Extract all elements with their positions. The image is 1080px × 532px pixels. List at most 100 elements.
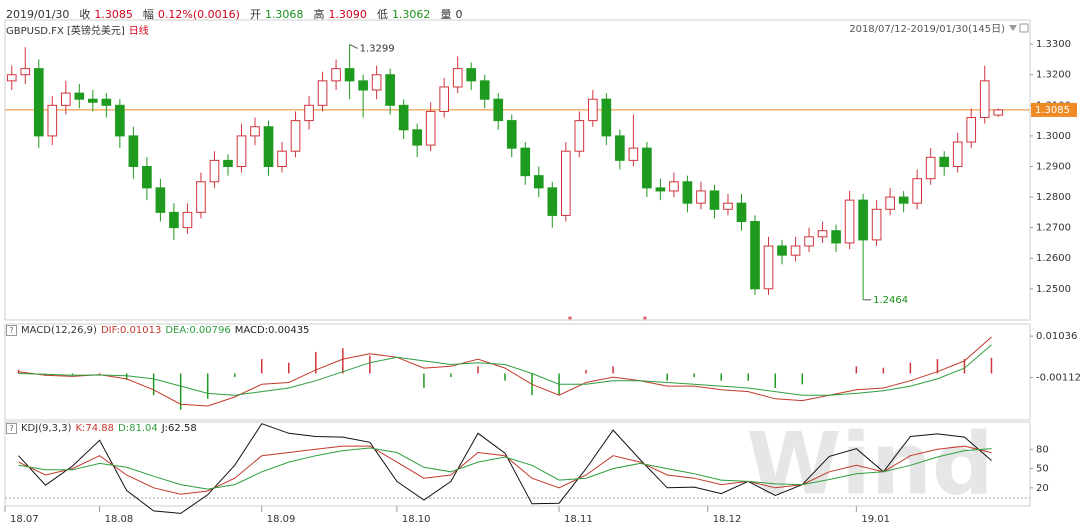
header-value: 0	[455, 7, 463, 21]
candle-body	[925, 156, 936, 180]
candle-body	[385, 74, 395, 106]
macd-legend: ? MACD(12,26,9) DIF:0.01013 DEA:0.00796 …	[6, 325, 309, 336]
header-label: 开	[249, 8, 261, 21]
k-line	[18, 445, 992, 495]
candle-body	[236, 135, 247, 167]
candle-body	[912, 178, 922, 204]
symbol: GBPUSD.FX [英镑兑美元]	[6, 26, 125, 37]
annotation-label: 1.3299	[360, 43, 395, 54]
y-tick-label: 80	[1036, 444, 1049, 455]
candle-body	[196, 181, 206, 213]
candle-body	[290, 120, 301, 152]
candle-body	[250, 126, 260, 137]
main-panel	[4, 19, 1031, 321]
dif-label: DIF:0.01013	[100, 325, 162, 336]
candle-body	[155, 187, 166, 213]
macd-value-label: MACD:0.00435	[234, 325, 310, 336]
candle-body	[371, 74, 382, 91]
candle-body	[547, 187, 558, 216]
candle-body	[939, 156, 950, 167]
candle-body	[493, 98, 504, 122]
candle-body	[344, 68, 355, 82]
dropdown-icon	[1009, 25, 1017, 31]
x-tick-label: 18.09	[267, 514, 296, 525]
candle-body	[169, 211, 179, 229]
candle-body	[898, 196, 909, 204]
candle-body	[993, 109, 1004, 116]
help-icon: ?	[6, 325, 17, 336]
candle-body	[790, 245, 801, 256]
header-label: 低	[376, 8, 388, 21]
header-value: 0.12%(0.0016)	[157, 7, 240, 21]
candle-body	[209, 159, 220, 183]
candle-body	[777, 245, 787, 256]
candle-body	[952, 141, 963, 167]
candle-body	[506, 120, 517, 149]
candle-body	[682, 181, 693, 204]
x-tick-label: 18.11	[564, 514, 593, 525]
header-label: 量	[440, 8, 452, 21]
candle-body	[142, 165, 152, 189]
candle-body	[74, 92, 85, 100]
macd-panel	[4, 323, 1031, 421]
candle-body	[966, 117, 977, 143]
candle-body	[642, 147, 652, 189]
header-label: 收	[79, 8, 91, 21]
candle-body	[736, 202, 747, 223]
range-label: 2018/07/12-2019/01/30(145日)	[849, 24, 1005, 35]
candle-body	[804, 236, 814, 247]
candle-body	[466, 68, 477, 82]
period: 日线	[128, 26, 149, 37]
y-tick-label: 1.2500	[1036, 284, 1071, 295]
candle-body	[277, 150, 287, 167]
annotation-line	[349, 44, 358, 49]
candle-body	[655, 187, 666, 192]
y-tick-label: 20	[1036, 483, 1049, 494]
dea-label: DEA:0.00796	[165, 325, 231, 336]
header-value: 1.3085	[94, 7, 133, 21]
candle-body	[47, 104, 58, 137]
y-tick-label: 50	[1036, 464, 1049, 475]
d-line	[18, 447, 992, 490]
candle-body	[452, 68, 463, 88]
header-value: 1.3062	[391, 7, 431, 21]
last-price-label: 1.3085	[1035, 105, 1070, 116]
help-icon: ?	[6, 423, 17, 434]
candle-body	[601, 98, 612, 137]
date: 2019/01/30	[6, 7, 70, 21]
annotation-label: 1.2464	[873, 295, 908, 306]
header-value: 1.3090	[328, 7, 367, 21]
candle-body	[817, 230, 828, 238]
candle-body	[425, 110, 436, 146]
y-tick-label: 1.3000	[1036, 131, 1071, 142]
candle-body	[844, 199, 855, 244]
j-line	[18, 423, 992, 514]
candle-body	[6, 74, 17, 82]
candle-body	[763, 245, 774, 290]
candle-body	[223, 159, 233, 167]
candle-body	[412, 129, 422, 146]
y-tick-label: 1.2700	[1036, 223, 1071, 234]
candle-body	[128, 135, 139, 167]
candle-body	[60, 92, 71, 106]
candle-body	[588, 98, 598, 122]
y-tick-label: 1.3200	[1036, 70, 1071, 81]
y-tick-label: -0.00112	[1036, 373, 1080, 384]
j-label: J:62.58	[161, 423, 197, 434]
x-tick-label: 19.01	[861, 514, 890, 525]
candle-body	[885, 196, 895, 210]
candle-body	[520, 147, 531, 177]
x-tick-label: 18.08	[105, 514, 134, 525]
candle-body	[615, 135, 625, 161]
candle-body	[858, 199, 868, 241]
header-bar: 2019/01/30 收 1.3085 幅 0.12%(0.0016) 开 1.3068 高…	[6, 6, 462, 22]
header-label: 幅	[142, 8, 154, 21]
x-tick-label: 18.12	[713, 514, 742, 525]
candle-body	[439, 86, 450, 112]
kdj-legend: ? KDJ(9,3,3) K:74.88 D:81.04 J:62.58	[6, 423, 197, 434]
y-tick-label: 1.2900	[1036, 161, 1071, 172]
candle-body	[101, 98, 112, 106]
symbol-bar: GBPUSD.FX [英镑兑美元] 日线	[6, 22, 149, 37]
